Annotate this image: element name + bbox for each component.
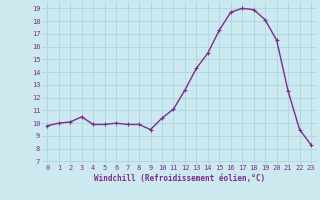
X-axis label: Windchill (Refroidissement éolien,°C): Windchill (Refroidissement éolien,°C) [94, 174, 265, 183]
